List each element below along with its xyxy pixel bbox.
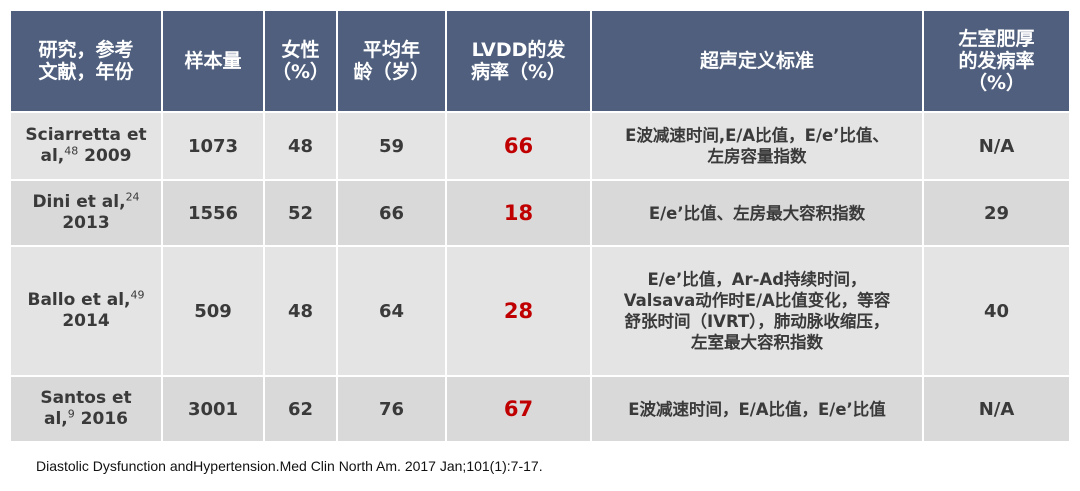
- cell-mean-age: 66: [338, 181, 447, 247]
- table-row: Sciarretta et al,48 2009 1073 48 59 66 E…: [11, 113, 1069, 181]
- header-mean-age: 平均年 龄（岁）: [338, 11, 447, 113]
- cell-study: Santos et al,9 2016: [11, 377, 163, 443]
- cell-lvdd-rate: 28: [447, 247, 592, 377]
- reference-number: 49: [130, 288, 145, 302]
- cell-lvdd-rate: 67: [447, 377, 592, 443]
- cell-sample-size: 1073: [163, 113, 265, 181]
- cell-sample-size: 509: [163, 247, 265, 377]
- header-sample-size: 样本量: [163, 11, 265, 113]
- header-female: 女性 （%）: [265, 11, 338, 113]
- cell-lvh-rate: N/A: [924, 377, 1069, 443]
- cell-sample-size: 3001: [163, 377, 265, 443]
- cell-female: 48: [265, 247, 338, 377]
- cell-study: Dini et al,24 2013: [11, 181, 163, 247]
- cell-criteria: E波减速时间,E/A比值，E/e’比值、 左房容量指数: [592, 113, 924, 181]
- cell-study: Ballo et al,49 2014: [11, 247, 163, 377]
- cell-sample-size: 1556: [163, 181, 265, 247]
- cell-lvdd-rate: 18: [447, 181, 592, 247]
- header-row: 研究，参考 文献，年份 样本量 女性 （%） 平均年 龄（岁） LVDD的发 病…: [11, 11, 1069, 113]
- header-lvdd-rate: LVDD的发 病率（%）: [447, 11, 592, 113]
- header-criteria: 超声定义标准: [592, 11, 924, 113]
- source-citation: Diastolic Dysfunction andHypertension.Me…: [36, 458, 543, 474]
- study-table: 研究，参考 文献，年份 样本量 女性 （%） 平均年 龄（岁） LVDD的发 病…: [11, 11, 1069, 443]
- table-row: Dini et al,24 2013 1556 52 66 18 E/e’比值、…: [11, 181, 1069, 247]
- cell-mean-age: 76: [338, 377, 447, 443]
- cell-mean-age: 59: [338, 113, 447, 181]
- cell-study: Sciarretta et al,48 2009: [11, 113, 163, 181]
- reference-number: 24: [125, 190, 140, 204]
- header-lvh-rate: 左室肥厚 的发病率 （%）: [924, 11, 1069, 113]
- reference-number: 9: [67, 407, 75, 421]
- table-row: Ballo et al,49 2014 509 48 64 28 E/e’比值，…: [11, 247, 1069, 377]
- cell-female: 62: [265, 377, 338, 443]
- cell-lvh-rate: N/A: [924, 113, 1069, 181]
- cell-lvh-rate: 29: [924, 181, 1069, 247]
- cell-female: 48: [265, 113, 338, 181]
- cell-lvh-rate: 40: [924, 247, 1069, 377]
- cell-lvdd-rate: 66: [447, 113, 592, 181]
- cell-mean-age: 64: [338, 247, 447, 377]
- cell-criteria: E/e’比值，Ar-Ad持续时间， Valsava动作时E/A比值变化，等容 舒…: [592, 247, 924, 377]
- cell-criteria: E波减速时间，E/A比值，E/e’比值: [592, 377, 924, 443]
- cell-criteria: E/e’比值、左房最大容积指数: [592, 181, 924, 247]
- cell-female: 52: [265, 181, 338, 247]
- table-row: Santos et al,9 2016 3001 62 76 67 E波减速时间…: [11, 377, 1069, 443]
- header-study: 研究，参考 文献，年份: [11, 11, 163, 113]
- reference-number: 48: [64, 144, 79, 158]
